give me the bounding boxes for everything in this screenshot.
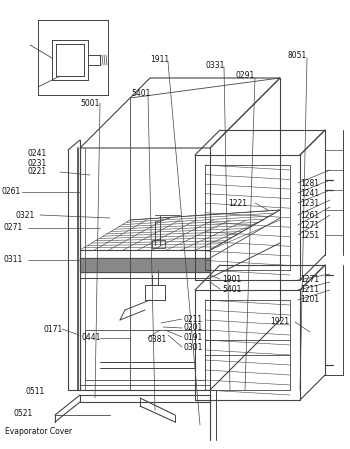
Text: 0331: 0331 xyxy=(205,61,224,70)
Text: 0301: 0301 xyxy=(183,343,202,352)
Text: 0441: 0441 xyxy=(82,334,102,343)
Text: 5401: 5401 xyxy=(131,88,150,97)
Text: Evaporator Cover: Evaporator Cover xyxy=(5,427,72,436)
Text: 0381: 0381 xyxy=(148,335,167,343)
Text: 1911: 1911 xyxy=(150,56,169,65)
Text: 1271: 1271 xyxy=(300,276,319,285)
Text: 1231: 1231 xyxy=(300,198,319,207)
Text: 5001: 5001 xyxy=(80,98,99,107)
Text: 1921: 1921 xyxy=(270,317,289,326)
Text: 0291: 0291 xyxy=(236,70,255,79)
Text: 1271: 1271 xyxy=(300,220,319,229)
Text: 1241: 1241 xyxy=(300,189,319,198)
Text: 1251: 1251 xyxy=(300,230,319,239)
Text: 0511: 0511 xyxy=(26,387,45,396)
Text: 0191: 0191 xyxy=(183,333,202,342)
Text: 1261: 1261 xyxy=(300,211,319,220)
Text: 0261: 0261 xyxy=(2,188,21,197)
Text: 1281: 1281 xyxy=(300,179,319,188)
Text: 0521: 0521 xyxy=(14,409,33,418)
Text: 1901: 1901 xyxy=(222,274,241,283)
Text: 0211: 0211 xyxy=(183,314,202,323)
Text: 0321: 0321 xyxy=(16,211,35,220)
Text: 0201: 0201 xyxy=(183,323,202,333)
Polygon shape xyxy=(80,258,210,272)
Text: 8051: 8051 xyxy=(288,50,307,60)
Text: 0221: 0221 xyxy=(28,167,47,176)
Text: 0171: 0171 xyxy=(44,325,63,334)
Text: 0271: 0271 xyxy=(3,224,22,233)
Text: 1211: 1211 xyxy=(300,286,319,295)
Text: 0241: 0241 xyxy=(28,150,47,158)
Text: 1221: 1221 xyxy=(228,198,247,207)
Text: 5401: 5401 xyxy=(222,285,242,294)
Text: 1201: 1201 xyxy=(300,295,319,304)
Text: 0231: 0231 xyxy=(28,158,47,167)
Text: 0311: 0311 xyxy=(3,255,22,264)
